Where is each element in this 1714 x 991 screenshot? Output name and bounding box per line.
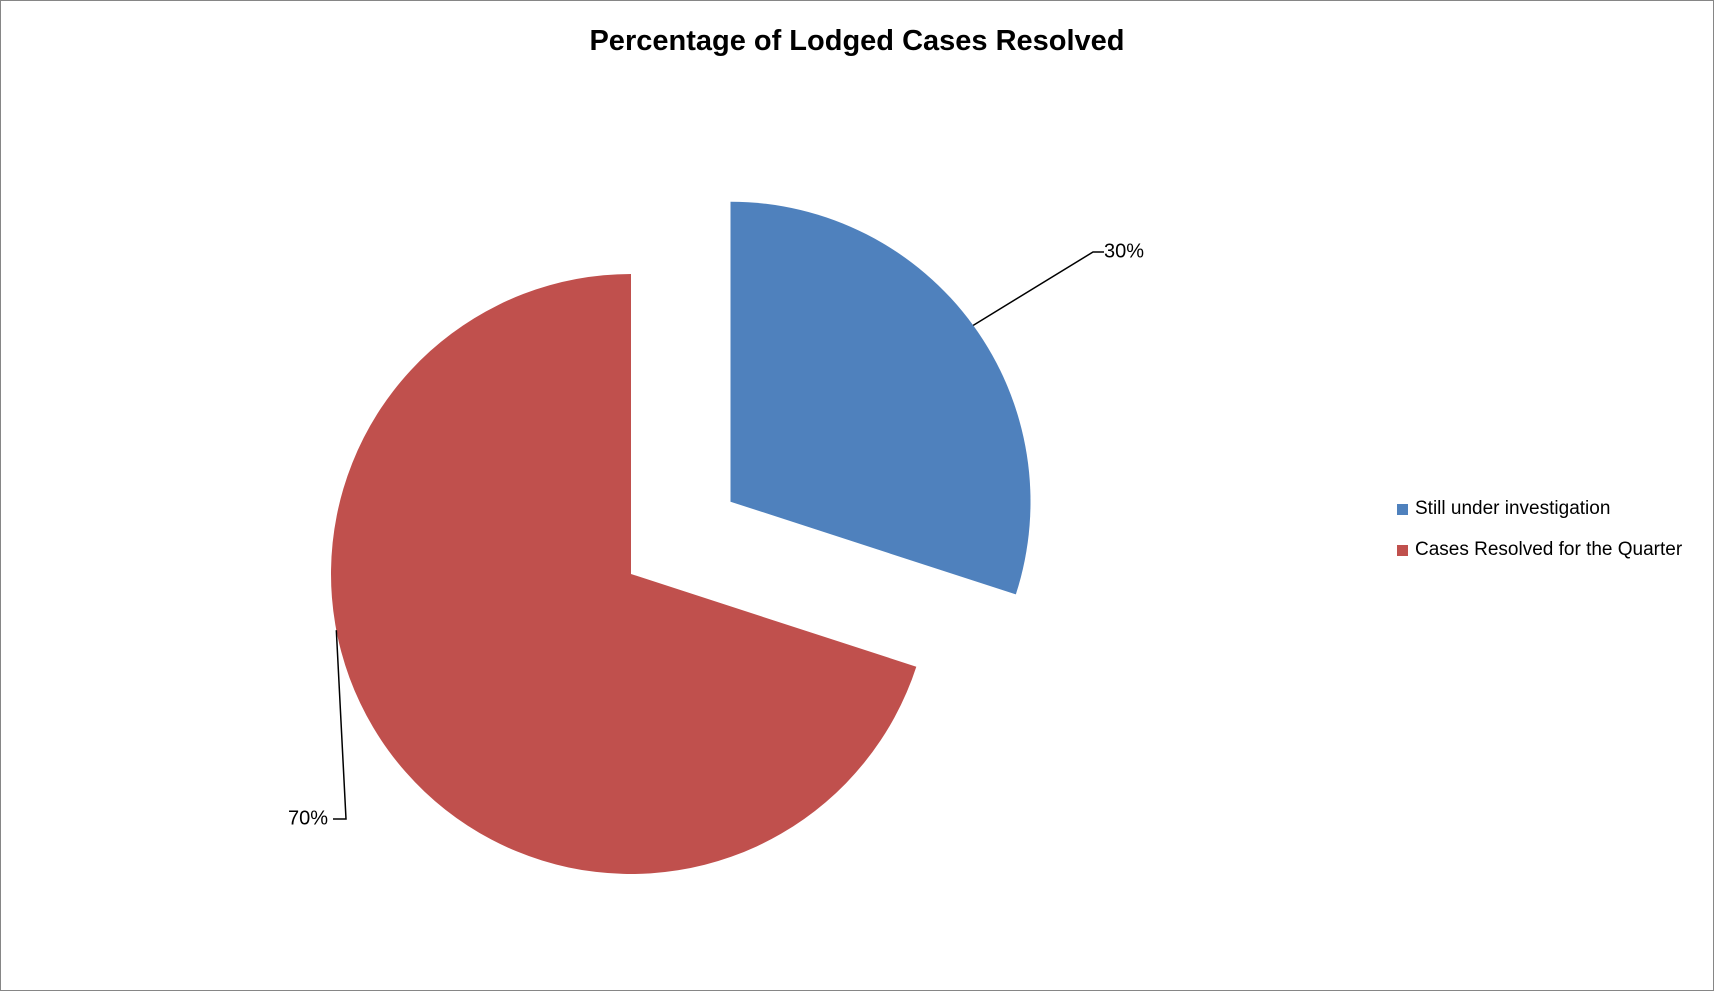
legend-swatch-0 (1397, 503, 1408, 515)
data-label-0: 30% (1104, 240, 1144, 262)
legend-swatch-1 (1397, 544, 1408, 556)
legend-label-0: Still under investigation (1415, 498, 1611, 519)
pie-slice-0 (730, 201, 1031, 595)
chart-legend: Still under investigation Cases Resolved… (1397, 495, 1682, 577)
legend-item-0: Still under investigation (1397, 495, 1682, 523)
leader-line-0 (972, 251, 1104, 327)
leader-line-1 (333, 630, 347, 820)
legend-label-1: Cases Resolved for the Quarter (1415, 539, 1683, 560)
chart-title: Percentage of Lodged Cases Resolved (589, 25, 1125, 57)
legend-item-1: Cases Resolved for the Quarter (1397, 536, 1682, 564)
data-label-1: 70% (288, 807, 328, 829)
pie-slice-1 (331, 274, 917, 875)
